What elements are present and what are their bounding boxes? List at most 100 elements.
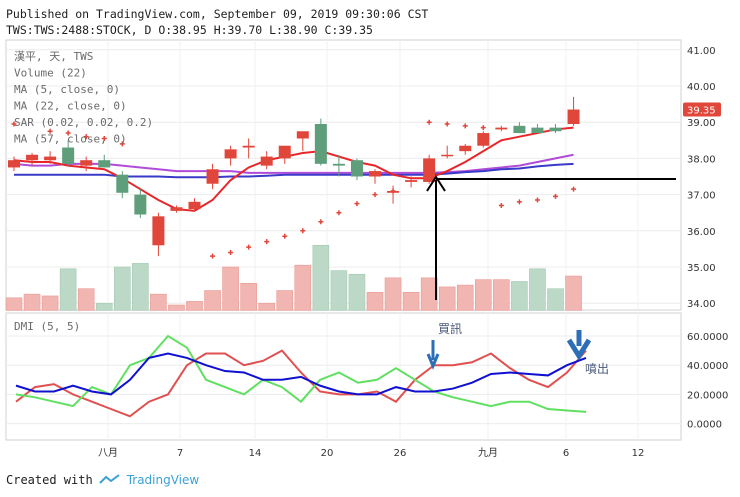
- volume-bar: [95, 302, 113, 311]
- volume-bar: [438, 286, 456, 311]
- volume-bar: [511, 281, 528, 311]
- candle-body: [332, 163, 345, 166]
- tradingview-logo-icon: [98, 474, 120, 484]
- volume-bar: [402, 292, 420, 311]
- sar-point: [101, 135, 107, 141]
- sar-point: [480, 125, 486, 131]
- sar-point: [426, 119, 432, 125]
- candle-body: [134, 194, 147, 215]
- candle-body: [513, 125, 526, 134]
- indicator-legend: 漢平, 天, TWS Volume (22) MA (5, close, 0) MA …: [14, 50, 153, 333]
- price-axis-label: 38.00: [687, 154, 716, 165]
- tradingview-brand[interactable]: TradingView: [126, 473, 200, 487]
- published-line: Published on TradingView.com, September …: [6, 7, 429, 21]
- candle-body: [441, 154, 454, 157]
- candle-body: [224, 149, 237, 159]
- volume-bar: [132, 263, 149, 311]
- ma5-line: [13, 126, 574, 212]
- sar-point: [282, 233, 288, 239]
- candle-body: [459, 145, 472, 152]
- last-price-label: 39.35: [687, 106, 716, 117]
- sar-point: [462, 123, 468, 129]
- sar-point: [444, 121, 450, 127]
- legend-item: MA (57, close, 0): [14, 133, 127, 146]
- candle-body: [369, 171, 381, 177]
- volume-bar: [168, 304, 185, 311]
- candle-body: [350, 160, 363, 177]
- volume-bar: [330, 270, 348, 311]
- sar-point: [264, 239, 270, 245]
- candle-body: [170, 207, 183, 211]
- volume-bar: [150, 293, 167, 311]
- dmi-panel-frame: [5, 312, 682, 441]
- volume-bar: [366, 292, 384, 311]
- candle-body: [495, 127, 508, 130]
- legend-item: MA (22, close, 0): [14, 100, 127, 113]
- sar-point: [47, 128, 53, 134]
- volume-bar: [547, 288, 564, 311]
- sar-point: [571, 186, 577, 192]
- date-axis-label: 26: [394, 448, 407, 459]
- created-with-text: Created with: [6, 473, 93, 487]
- candle-body: [152, 216, 165, 246]
- sar-point: [318, 219, 324, 225]
- candle-body: [242, 145, 255, 148]
- dmi-adx-line: [15, 352, 587, 396]
- volume-bar: [294, 264, 312, 311]
- volume-bar: [258, 302, 276, 311]
- sar-point: [246, 244, 252, 250]
- date-axis-label: 6: [563, 448, 569, 459]
- volume-bar: [114, 266, 131, 311]
- price-axis-label: 36.00: [687, 227, 716, 238]
- candle-body: [116, 174, 129, 193]
- candle-body: [80, 160, 93, 166]
- sar-point: [336, 210, 342, 216]
- dmi-axis-label: 0.0000: [687, 420, 722, 431]
- volume-bar: [5, 297, 23, 311]
- legend-item: MA (5, close, 0): [14, 83, 120, 96]
- sell-signal-label: 噴出: [585, 362, 609, 376]
- dmi-legend-label: DMI (5, 5): [14, 320, 80, 333]
- sell-signal-arrow-icon: [566, 330, 592, 361]
- candle-body: [26, 154, 39, 161]
- price-axis-label: 41.00: [687, 46, 716, 57]
- dmi-axis-label: 60.0000: [687, 332, 728, 343]
- date-axis-label: 八月: [98, 447, 118, 459]
- footer: Created with TradingView: [6, 473, 199, 487]
- volume-bar: [41, 295, 59, 311]
- legend-item: Volume (22): [14, 67, 87, 80]
- buy-signal-label: 買訊: [438, 321, 462, 336]
- sar-point: [354, 201, 360, 207]
- price-axis-label: 40.00: [687, 82, 716, 93]
- sar-point: [390, 188, 396, 194]
- volume-bar: [276, 290, 294, 311]
- candle-body: [98, 160, 111, 168]
- date-axis-label: 7: [177, 448, 183, 459]
- candle-body: [314, 124, 327, 164]
- candle-body: [423, 158, 436, 182]
- volume-bar: [59, 268, 77, 311]
- candle-body: [549, 127, 562, 132]
- sar-point: [516, 199, 522, 205]
- buy-signal-arrow-icon: [426, 340, 440, 370]
- date-axis-label: 20: [321, 448, 334, 459]
- sar-point: [498, 202, 504, 208]
- dmi-axis-label: 40.0000: [687, 361, 728, 372]
- candle-body: [296, 131, 309, 139]
- last-price-tag: [683, 102, 721, 117]
- sar-point: [11, 121, 17, 127]
- volume-bar: [474, 279, 492, 311]
- price-axis-label: 39.00: [687, 118, 716, 129]
- price-axis-label: 34.00: [687, 299, 716, 310]
- sar-point: [119, 141, 125, 147]
- date-axis-label: 14: [249, 448, 262, 459]
- signal-arrowhead-icon: [426, 175, 446, 192]
- candle-body: [188, 201, 201, 210]
- candle-body: [531, 127, 544, 134]
- ma22-line: [14, 162, 574, 179]
- volume-bar: [23, 293, 41, 311]
- date-axis-label: 12: [632, 448, 645, 459]
- candle-body: [260, 156, 273, 166]
- volume-bar: [420, 277, 438, 311]
